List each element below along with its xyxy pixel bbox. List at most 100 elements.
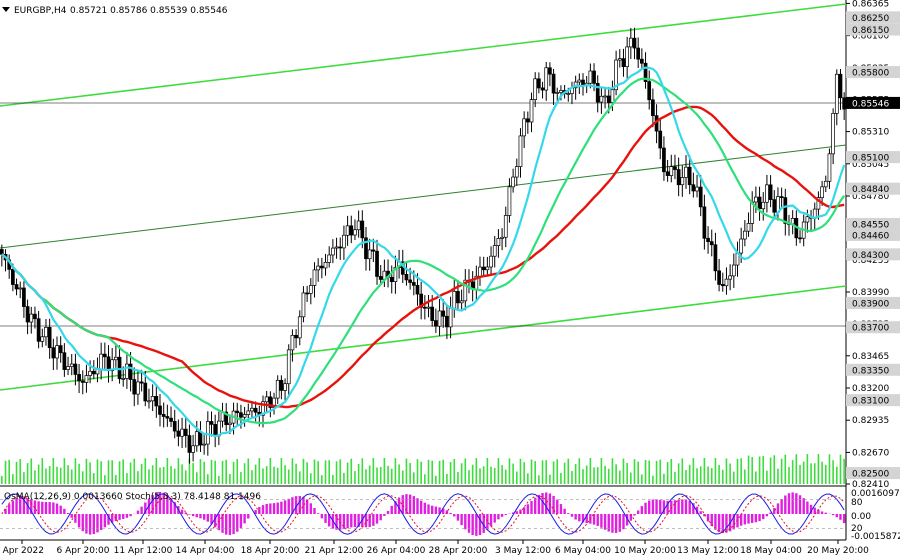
bull-candle-body — [40, 336, 45, 342]
candle — [66, 356, 70, 376]
candle — [283, 378, 287, 402]
collapse-arrow-icon[interactable] — [2, 7, 10, 12]
osma-bar — [486, 514, 489, 530]
bear-candle-body — [47, 327, 52, 349]
candle — [684, 155, 688, 189]
osma-bar — [445, 510, 449, 514]
osma-bar — [423, 502, 427, 514]
candle — [698, 174, 703, 217]
osma-bar — [434, 506, 438, 514]
osma-bar — [603, 514, 607, 530]
volume-bar — [126, 473, 128, 484]
volume-bar — [446, 473, 448, 484]
bear-candle-body — [58, 345, 63, 354]
volume-bar — [155, 458, 158, 484]
volume-bar — [677, 463, 680, 484]
osma-bar — [125, 514, 129, 518]
osma-bar — [368, 514, 371, 527]
volume-bar — [431, 460, 433, 484]
candle — [481, 256, 486, 277]
osma-bar — [681, 499, 684, 514]
volume-bar — [832, 460, 834, 484]
bull-candle-body — [286, 349, 291, 385]
volume-bar — [453, 458, 456, 484]
osma-bar — [489, 514, 493, 527]
bear-candle-body — [106, 356, 111, 371]
volume-bar — [306, 462, 308, 484]
bear-candle-body — [389, 276, 394, 283]
bear-candle-body — [706, 237, 710, 242]
osma-bar — [180, 509, 184, 514]
osma-bar — [622, 514, 625, 530]
osma-bar — [809, 504, 813, 514]
volume-bar — [567, 458, 570, 484]
volume-bar — [295, 463, 297, 484]
osma-bar — [99, 514, 103, 530]
osma-bar — [77, 514, 81, 528]
candle — [353, 219, 357, 241]
osma-bar — [629, 514, 633, 521]
candle — [783, 188, 788, 236]
candle — [754, 186, 758, 213]
candle — [294, 329, 298, 348]
volume-bar — [817, 454, 820, 484]
osma-bar — [309, 503, 313, 514]
stoch-signal-line — [1, 495, 845, 533]
x-tick-label: 11 Apr 12:00 — [114, 546, 173, 556]
osma-bar — [11, 500, 15, 514]
osma-bar — [342, 514, 346, 530]
bear-candle-body — [404, 273, 409, 281]
volume-bar — [100, 461, 102, 484]
osma-bar — [228, 514, 232, 536]
bear-candle-body — [592, 70, 596, 84]
volume-bar — [96, 459, 99, 484]
bull-candle-body — [66, 366, 70, 370]
candle — [503, 206, 508, 248]
volume-bar — [523, 462, 525, 484]
bull-candle-body — [99, 353, 104, 370]
volume-bar — [188, 458, 191, 484]
x-tick-label: 26 Apr 04:00 — [367, 546, 426, 556]
bull-candle-body — [478, 266, 482, 277]
osma-bar — [556, 499, 559, 514]
volume-bar — [335, 461, 338, 484]
channel-middle-line — [0, 144, 847, 249]
bull-candle-body — [823, 180, 828, 188]
bull-candle-body — [334, 246, 339, 249]
candle — [224, 403, 229, 432]
candle — [194, 420, 199, 452]
candle — [327, 246, 332, 268]
candle — [235, 402, 240, 425]
candle — [765, 174, 769, 213]
osma-bar — [842, 514, 846, 524]
volume-bar — [563, 462, 566, 484]
bull-candle-body — [180, 428, 184, 437]
channel-lower-line — [0, 285, 847, 391]
volume-bar — [655, 460, 658, 484]
candle — [485, 256, 490, 276]
osma-bar — [408, 494, 412, 514]
volume-bar — [788, 466, 790, 484]
volume-bar — [310, 473, 312, 484]
osma-bar — [140, 506, 143, 514]
volume-bar — [122, 459, 125, 484]
osma-bar — [261, 505, 265, 514]
candle — [573, 75, 578, 100]
volume-bar — [144, 458, 147, 484]
x-tick-label: 4 Apr 2022 — [0, 546, 44, 556]
volume-bar — [585, 465, 588, 484]
osma-bar — [677, 499, 680, 514]
candle — [139, 369, 144, 392]
osma-bar — [430, 505, 434, 514]
candle — [687, 155, 692, 195]
volume-bar — [203, 461, 205, 484]
osma-bar — [574, 514, 577, 520]
candle — [69, 354, 74, 376]
candle — [761, 192, 766, 221]
volume-bar — [486, 458, 489, 484]
bull-candle-body — [114, 356, 118, 361]
volume-bar — [762, 456, 765, 484]
volume-bar — [637, 461, 639, 484]
volume-bar — [611, 458, 614, 484]
osma-bar — [537, 494, 541, 514]
